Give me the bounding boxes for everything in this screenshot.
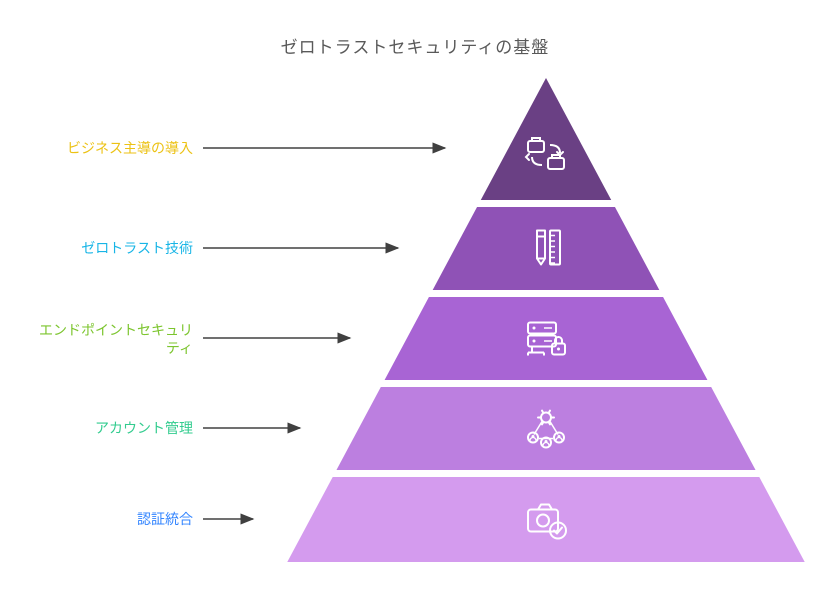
level-label-l5: 認証統合 [38, 511, 193, 529]
page-title: ゼロトラストセキュリティの基盤 [0, 33, 830, 58]
level-label-l2: ゼロトラスト技術 [38, 240, 193, 258]
pyramid-level-l4 [336, 387, 755, 470]
level-label-l3: エンドポイントセキュリティ [38, 322, 193, 357]
level-label-l1: ビジネス主導の導入 [38, 140, 193, 158]
pyramid-level-l1 [481, 78, 611, 200]
pyramid-level-l5 [287, 477, 804, 562]
level-label-l4: アカウント管理 [38, 420, 193, 438]
pyramid-level-l3 [385, 297, 708, 380]
